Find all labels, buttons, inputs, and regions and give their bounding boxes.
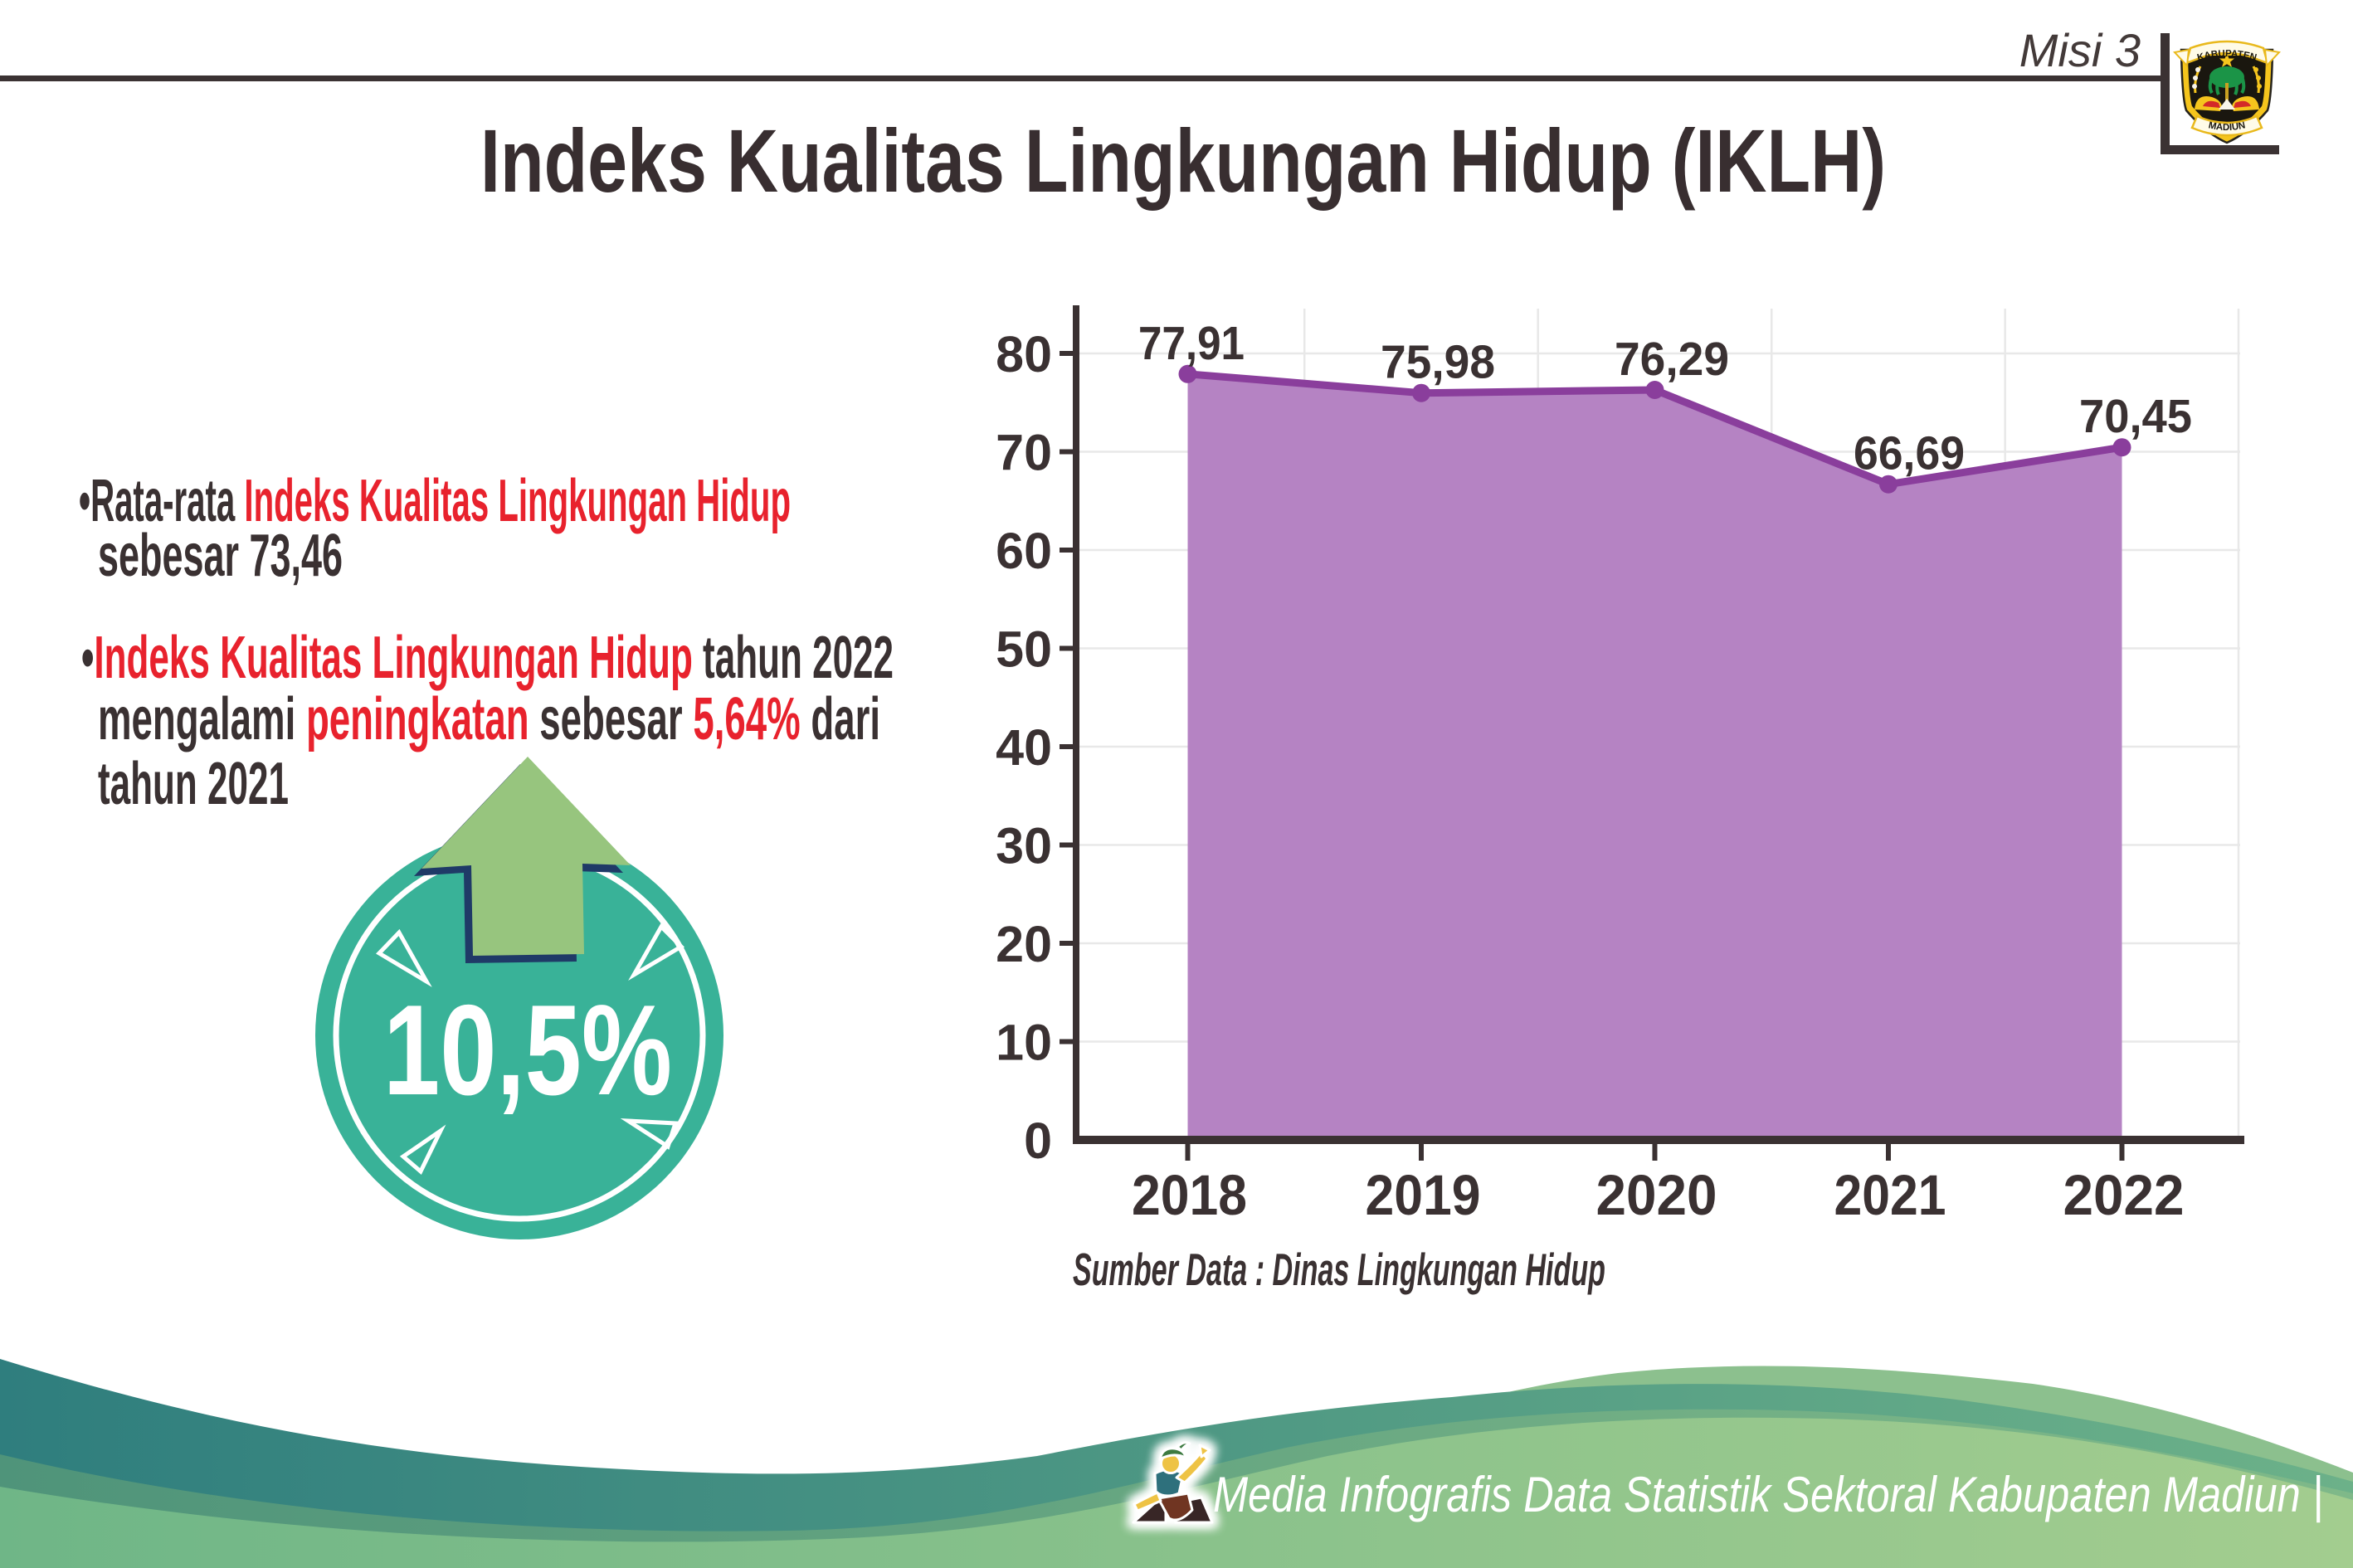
svg-text:77,91: 77,91 <box>1138 317 1245 370</box>
svg-text:20: 20 <box>996 916 1052 972</box>
svg-text:2021: 2021 <box>1834 1163 1946 1227</box>
svg-text:30: 30 <box>996 818 1052 874</box>
svg-text:2019: 2019 <box>1366 1163 1481 1227</box>
svg-text:80: 80 <box>996 326 1052 382</box>
svg-text:2020: 2020 <box>1596 1163 1717 1227</box>
svg-text:66,69: 66,69 <box>1854 427 1965 480</box>
svg-text:MADIUN: MADIUN <box>2208 120 2247 133</box>
svg-text:Media Infografis Data Statisti: Media Infografis Data Statistik Sektoral… <box>1213 1467 2323 1523</box>
svg-text:2018: 2018 <box>1132 1163 1247 1227</box>
svg-text:70: 70 <box>996 425 1052 481</box>
svg-text:75,98: 75,98 <box>1381 336 1495 389</box>
svg-text:40: 40 <box>996 719 1052 776</box>
svg-text:60: 60 <box>996 523 1052 579</box>
svg-text:10: 10 <box>996 1015 1052 1071</box>
svg-text:2022: 2022 <box>2063 1163 2185 1227</box>
svg-text:0: 0 <box>1024 1113 1052 1169</box>
svg-text:76,29: 76,29 <box>1615 333 1729 386</box>
svg-text:70,45: 70,45 <box>2079 390 2192 443</box>
svg-text:10,5%: 10,5% <box>383 978 672 1122</box>
svg-text:50: 50 <box>996 621 1052 678</box>
svg-text:KABUPATEN: KABUPATEN <box>2196 49 2258 63</box>
